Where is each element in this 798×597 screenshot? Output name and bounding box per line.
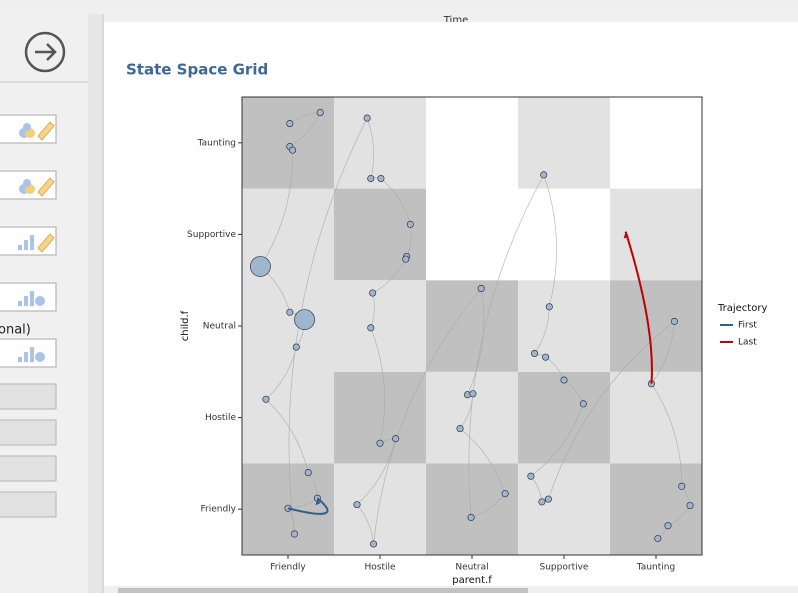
splitter xyxy=(88,14,102,593)
next-button[interactable] xyxy=(24,31,66,73)
state-point xyxy=(392,435,400,443)
grid-cell xyxy=(334,97,426,189)
state-point xyxy=(363,114,371,122)
grid-cell xyxy=(426,463,518,555)
state-point xyxy=(377,174,385,183)
grid-cell xyxy=(518,188,610,281)
grid-cell xyxy=(242,280,334,372)
grid-cell xyxy=(610,188,702,281)
state-point xyxy=(286,120,294,128)
grid-cell xyxy=(610,280,702,372)
grid-cell xyxy=(426,97,518,189)
state-point xyxy=(540,171,548,179)
grid-cell xyxy=(518,97,610,189)
state-point xyxy=(294,309,315,330)
arrow-head xyxy=(315,498,321,506)
grid-cell xyxy=(610,371,702,464)
state-point xyxy=(304,469,312,477)
state-point xyxy=(262,395,270,403)
state-point xyxy=(292,343,300,351)
y-tick-label: Hostile xyxy=(205,413,236,423)
grid-cell xyxy=(334,371,426,464)
x-tick-label: Hostile xyxy=(364,563,395,573)
state-point xyxy=(469,390,477,398)
y-axis-label: child.f xyxy=(180,310,191,341)
grid-cell xyxy=(426,280,518,372)
state-point xyxy=(376,439,384,447)
trajectory xyxy=(287,497,329,515)
grid-cell xyxy=(242,371,334,464)
state-point xyxy=(664,522,672,530)
scrollbar-thumb[interactable] xyxy=(118,588,528,593)
state-point xyxy=(290,530,298,538)
state-point xyxy=(367,324,375,332)
state-point xyxy=(531,349,539,358)
state-point xyxy=(367,174,375,183)
state-point xyxy=(456,425,464,433)
x-axis-label: parent.f xyxy=(452,575,492,586)
top-bar xyxy=(0,0,798,14)
state-point xyxy=(670,317,678,325)
x-tick-label: Taunting xyxy=(636,563,675,573)
clip xyxy=(104,22,798,30)
y-tick-label: Friendly xyxy=(200,505,236,515)
tool-buttons xyxy=(0,114,57,518)
grid-cell xyxy=(334,463,426,555)
header-strip xyxy=(104,14,798,22)
state-point xyxy=(527,472,535,480)
icons xyxy=(18,123,45,362)
state-point xyxy=(402,255,410,263)
legend-title: Trajectory xyxy=(717,303,767,314)
clipped-header: Time xyxy=(443,15,468,26)
y-tick-label: Taunting xyxy=(197,138,236,148)
state-point xyxy=(370,540,378,548)
state-point xyxy=(467,513,475,521)
legend-label: Last xyxy=(738,338,757,348)
legend-label: First xyxy=(738,321,757,331)
state-point xyxy=(250,256,271,277)
state-point xyxy=(654,534,662,543)
state-point xyxy=(560,376,568,384)
grid-cell xyxy=(334,188,426,281)
state-point xyxy=(545,303,553,311)
state-point xyxy=(289,146,297,154)
state-point xyxy=(406,220,414,228)
trajectory xyxy=(624,231,653,384)
state-point xyxy=(316,109,324,117)
button[interactable] xyxy=(0,383,57,410)
arrow-icon xyxy=(35,43,57,61)
grid-cell xyxy=(518,371,610,464)
panel-label: onal) xyxy=(0,323,31,338)
state-point xyxy=(542,353,550,361)
x-tick-label: Friendly xyxy=(270,563,306,573)
chart-title: State Space Grid xyxy=(126,61,268,79)
y-tick-label: Neutral xyxy=(203,322,236,332)
arrow-head xyxy=(623,231,629,239)
state-point xyxy=(477,284,485,292)
state-point xyxy=(538,498,546,506)
state-point xyxy=(544,495,552,503)
grid-cell xyxy=(518,280,610,372)
state-point xyxy=(686,501,694,510)
state-point xyxy=(579,400,587,408)
state-point xyxy=(678,482,686,490)
x-tick-label: Neutral xyxy=(455,563,488,573)
state-point xyxy=(353,501,361,509)
state-point xyxy=(501,490,509,498)
grid-cell xyxy=(426,188,518,281)
transitions xyxy=(259,112,691,545)
state-point xyxy=(369,289,377,297)
grid-cell xyxy=(426,371,518,464)
button[interactable] xyxy=(0,491,57,518)
state-point xyxy=(286,308,294,316)
pencil-icons xyxy=(37,121,55,253)
x-tick-label: Supportive xyxy=(540,563,589,573)
button[interactable] xyxy=(0,455,57,482)
y-tick-label: Supportive xyxy=(187,230,236,240)
grid-cell xyxy=(610,97,702,189)
plot: Friendly Hostile Neutral Supportive Taunting… xyxy=(180,96,767,586)
button[interactable] xyxy=(0,419,57,446)
